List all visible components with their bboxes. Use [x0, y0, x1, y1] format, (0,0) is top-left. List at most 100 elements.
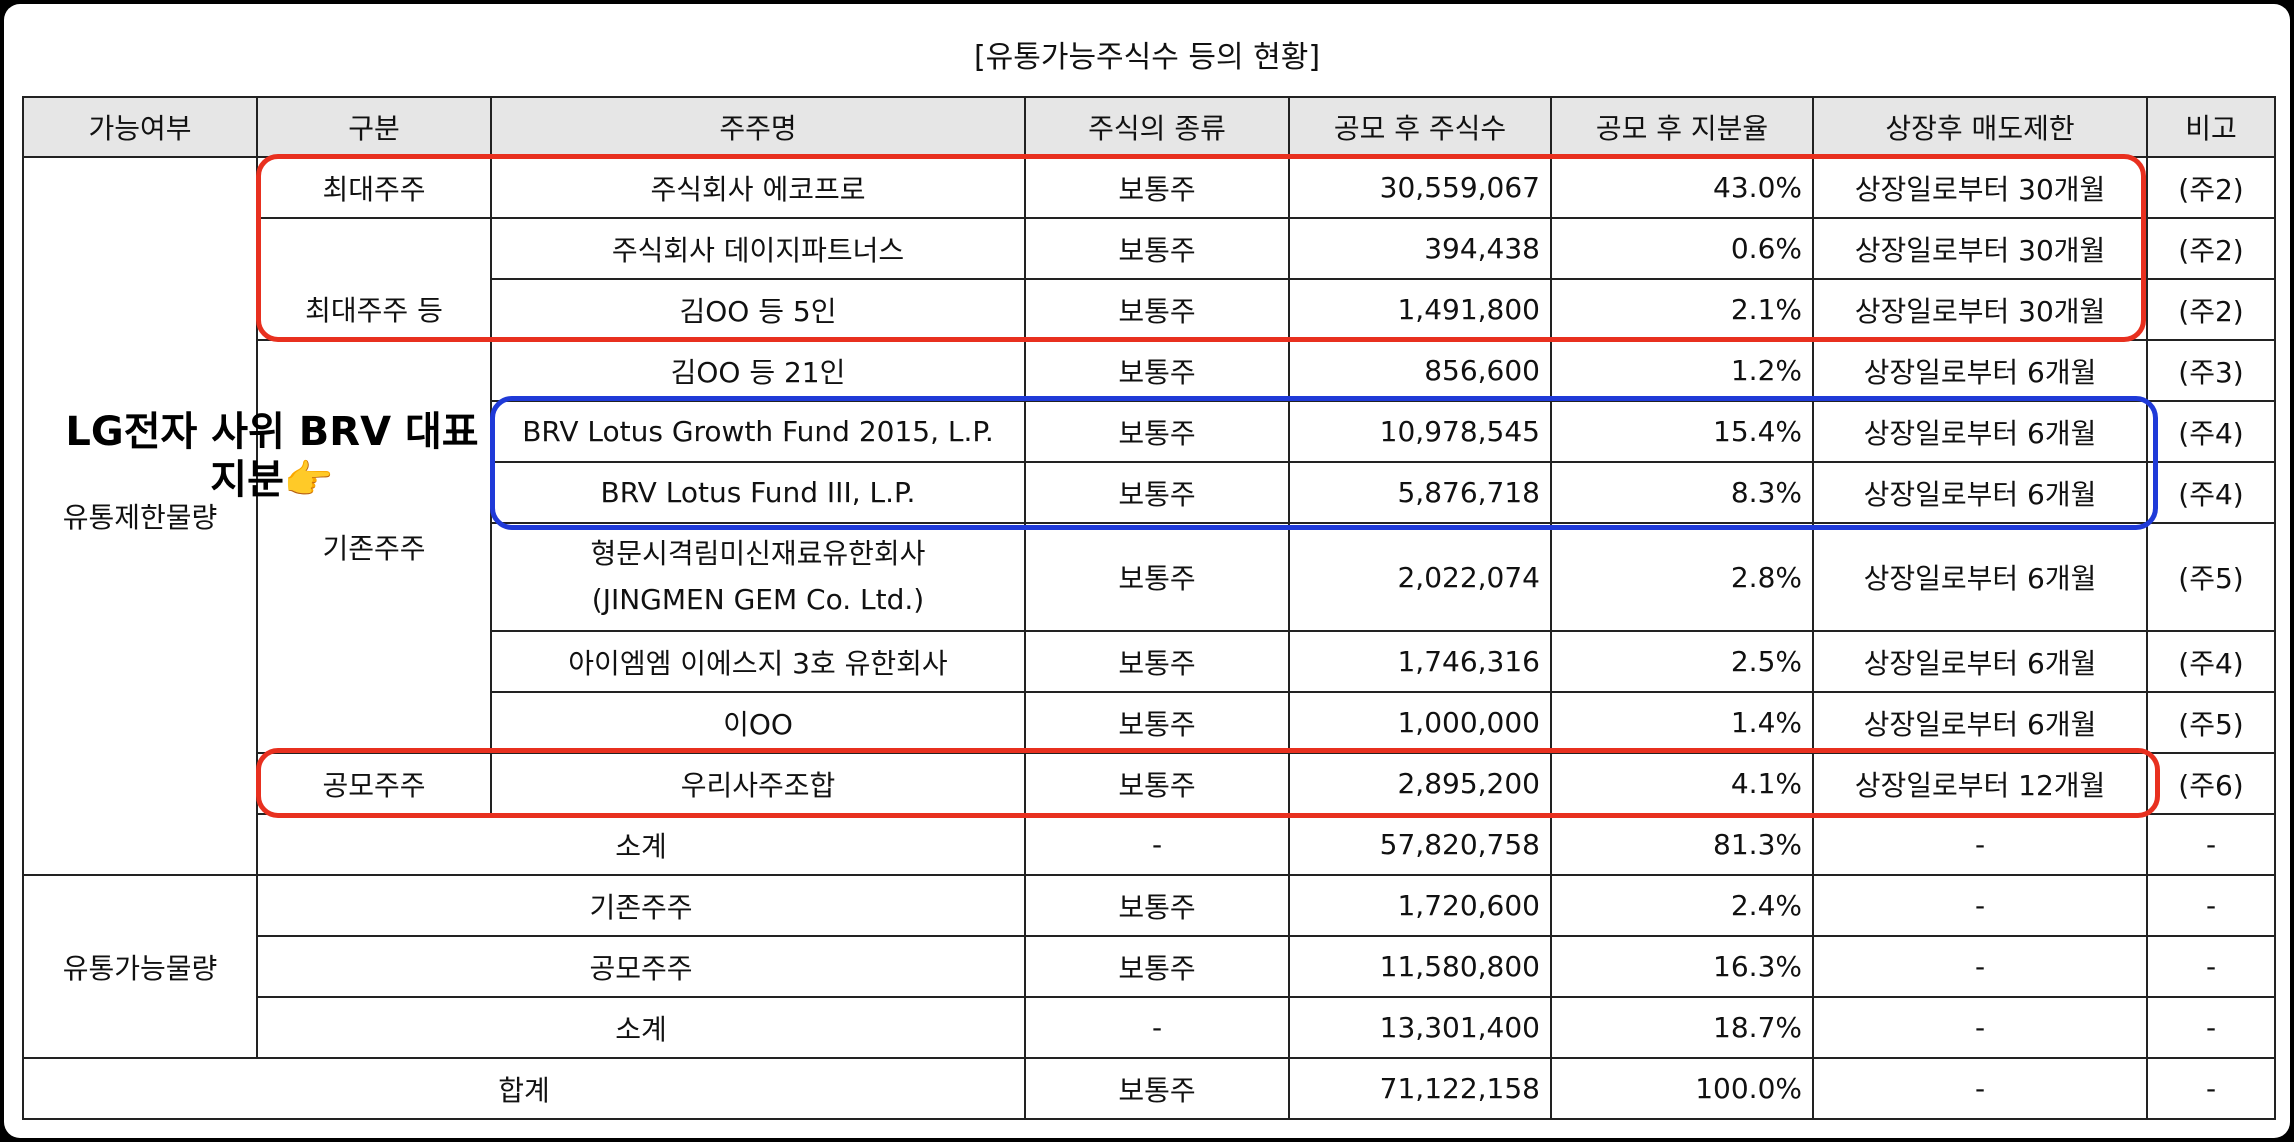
subtotal-row: 소계 - 13,301,400 18.7% - - — [23, 996, 2276, 1059]
share-type: - — [1024, 996, 1290, 1059]
share-type: 보통주 — [1024, 461, 1290, 524]
note: - — [2146, 813, 2276, 876]
share-type: 보통주 — [1024, 630, 1290, 693]
lockup-period: 상장일로부터 6개월 — [1812, 461, 2148, 524]
share-ratio: 81.3% — [1550, 813, 1814, 876]
restricted-label: 유통제한물량 — [62, 501, 218, 534]
table-row: 형문시격림미신재료유한회사 (JINGMEN GEM Co. Ltd.) 보통주… — [23, 522, 2276, 632]
available-group: 기존주주 — [256, 874, 1026, 937]
lockup-period: 상장일로부터 6개월 — [1812, 522, 2148, 632]
share-ratio: 16.3% — [1550, 935, 1814, 998]
note: (주5) — [2146, 522, 2276, 632]
lockup-period: - — [1812, 1057, 2148, 1120]
share-count: 394,438 — [1288, 217, 1552, 280]
header-cell: 주주명 — [490, 96, 1026, 158]
lockup-period: 상장일로부터 6개월 — [1812, 339, 2148, 402]
share-ratio: 43.0% — [1550, 156, 1814, 219]
total-row: 합계 보통주 71,122,158 100.0% - - — [22, 1057, 2276, 1120]
share-ratio: 100.0% — [1550, 1057, 1814, 1120]
lockup-period: 상장일로부터 6개월 — [1812, 400, 2148, 463]
share-type: 보통주 — [1024, 752, 1290, 815]
shareholder-name: BRV Lotus Growth Fund 2015, L.P. — [490, 400, 1026, 463]
share-ratio: 8.3% — [1550, 461, 1814, 524]
table-title: [유통가능주식수 등의 현황] — [973, 40, 1321, 75]
header-cell: 상장후 매도제한 — [1812, 96, 2148, 158]
table-row: BRV Lotus Fund III, L.P. 보통주 5,876,718 8… — [23, 461, 2276, 524]
note: (주3) — [2146, 339, 2276, 402]
note: (주4) — [2146, 461, 2276, 524]
table-row: 기존주주 김OO 등 21인 보통주 856,600 1.2% 상장일로부터 6… — [23, 339, 2276, 754]
group-cell: 최대주주 — [256, 156, 492, 219]
header-cell: 구분 — [256, 96, 492, 158]
note: (주4) — [2146, 400, 2276, 463]
share-count: 1,746,316 — [1288, 630, 1552, 693]
shareholder-name: 김OO 등 21인 — [490, 339, 1026, 402]
restricted-label-cell: 유통제한물량 — [22, 156, 258, 876]
lockup-period: - — [1812, 935, 2148, 998]
available-group: 공모주주 — [256, 935, 1026, 998]
available-label: 유통가능물량 — [22, 874, 258, 1059]
share-count: 2,895,200 — [1288, 752, 1552, 815]
share-count: 11,580,800 — [1288, 935, 1552, 998]
shares-table: 가능여부 구분 주주명 주식의 종류 공모 후 주식수 공모 후 지분율 상장후… — [22, 96, 2276, 1120]
share-ratio: 1.2% — [1550, 339, 1814, 402]
group-cell: 기존주주 — [256, 339, 492, 754]
share-ratio: 4.1% — [1550, 752, 1814, 815]
share-type: 보통주 — [1024, 156, 1290, 219]
share-type: 보통주 — [1024, 691, 1290, 754]
share-count: 5,876,718 — [1288, 461, 1552, 524]
share-ratio: 0.6% — [1550, 217, 1814, 280]
lockup-period: 상장일로부터 30개월 — [1812, 217, 2148, 280]
share-count: 1,720,600 — [1288, 874, 1552, 937]
table-row: 공모주주 보통주 11,580,800 16.3% - - — [23, 935, 2276, 998]
share-type: 보통주 — [1024, 874, 1290, 937]
table-row: 최대주주 등 주식회사 데이지파트너스 보통주 394,438 0.6% 상장일… — [23, 217, 2276, 341]
note: - — [2146, 874, 2276, 937]
header-cell: 비고 — [2146, 96, 2276, 158]
share-ratio: 18.7% — [1550, 996, 1814, 1059]
lockup-period: - — [1812, 813, 2148, 876]
shareholder-name: BRV Lotus Fund III, L.P. — [490, 461, 1026, 524]
table-row: 유통제한물량 최대주주 주식회사 에코프로 보통주 30,559,067 43.… — [22, 156, 2276, 876]
share-type: 보통주 — [1024, 217, 1290, 280]
share-ratio: 2.4% — [1550, 874, 1814, 937]
lockup-period: 상장일로부터 6개월 — [1812, 691, 2148, 754]
subtotal-row: 소계 - 57,820,758 81.3% - - — [23, 813, 2276, 876]
total-label: 합계 — [22, 1057, 1026, 1120]
header-cell: 공모 후 지분율 — [1550, 96, 1814, 158]
share-ratio: 2.1% — [1550, 278, 1814, 341]
note: (주6) — [2146, 752, 2276, 815]
note: (주2) — [2146, 278, 2276, 341]
shareholder-name: 김OO 등 5인 — [490, 278, 1026, 341]
header-cell: 주식의 종류 — [1024, 96, 1290, 158]
share-type: 보통주 — [1024, 278, 1290, 341]
table-row: 유통가능물량 기존주주 보통주 1,720,600 2.4% - - — [22, 874, 2276, 1059]
shareholder-name: 이OO — [490, 691, 1026, 754]
header-row: 가능여부 구분 주주명 주식의 종류 공모 후 주식수 공모 후 지분율 상장후… — [22, 96, 2276, 158]
note: - — [2146, 1057, 2276, 1120]
pointing-hand-icon: 👉 — [283, 457, 334, 503]
table-row: 공모주주 우리사주조합 보통주 2,895,200 4.1% 상장일로부터 12… — [23, 752, 2276, 815]
share-type: 보통주 — [1024, 935, 1290, 998]
group-label: 기존주주 — [322, 531, 426, 565]
share-count: 30,559,067 — [1288, 156, 1552, 219]
share-type: 보통주 — [1024, 1057, 1290, 1120]
lockup-period: - — [1812, 996, 2148, 1059]
shareholder-name-line1: 형문시격림미신재료유한회사 — [590, 537, 926, 570]
note: (주2) — [2146, 156, 2276, 219]
share-count: 57,820,758 — [1288, 813, 1552, 876]
shareholder-name: 주식회사 에코프로 — [490, 156, 1026, 219]
note: - — [2146, 996, 2276, 1059]
header-cell: 가능여부 — [22, 96, 258, 158]
share-ratio: 2.8% — [1550, 522, 1814, 632]
annotation-text: LG전자 사위 BRV 대표 지분👉 — [62, 408, 482, 504]
group-cell: 공모주주 — [256, 752, 492, 815]
share-count: 2,022,074 — [1288, 522, 1552, 632]
share-count: 13,301,400 — [1288, 996, 1552, 1059]
header-cell: 공모 후 주식수 — [1288, 96, 1552, 158]
share-ratio: 15.4% — [1550, 400, 1814, 463]
annotation-label: LG전자 사위 BRV 대표 지분 — [65, 409, 479, 503]
note: (주2) — [2146, 217, 2276, 280]
shareholder-name: 아이엠엠 이에스지 3호 유한회사 — [490, 630, 1026, 693]
note: (주4) — [2146, 630, 2276, 693]
